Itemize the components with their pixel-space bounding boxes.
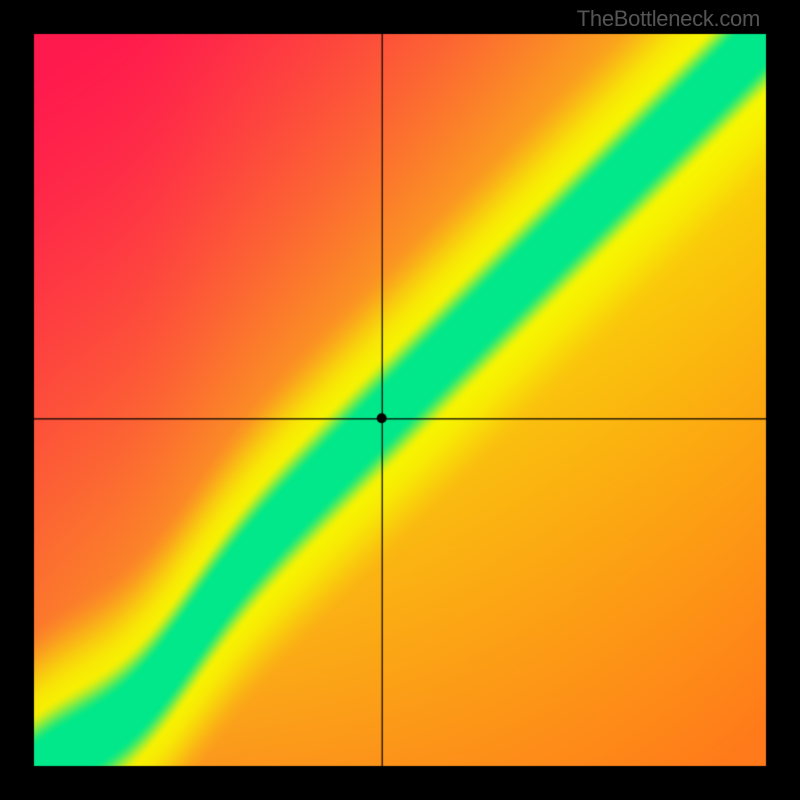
heatmap-canvas — [0, 0, 800, 800]
attribution-text: TheBottleneck.com — [577, 6, 760, 32]
chart-container: TheBottleneck.com — [0, 0, 800, 800]
